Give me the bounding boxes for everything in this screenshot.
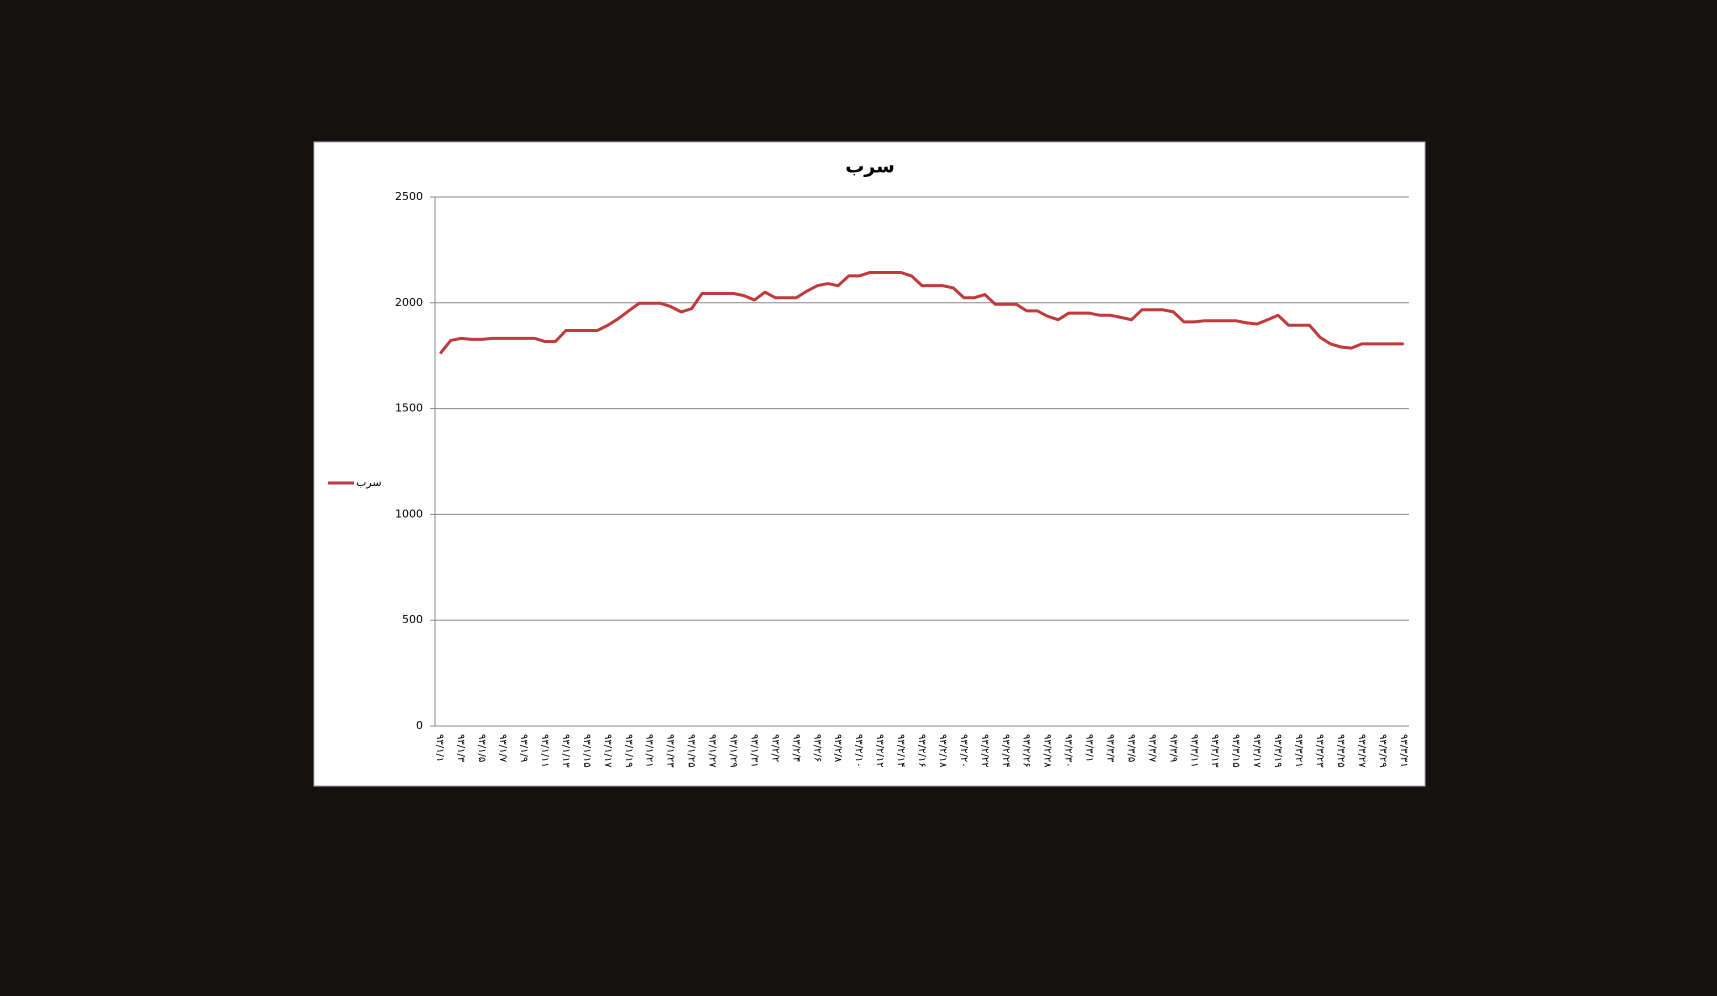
x-tick-label: ۹۳/۲/۳۰ — [1063, 734, 1074, 768]
x-tick-label: ۹۳/۲/۴ — [790, 734, 801, 762]
x-tick-label: ۹۳/۱/۷ — [497, 734, 508, 763]
y-tick-label: 500 — [402, 613, 423, 626]
x-tick-label: ۹۳/۱/۱ — [434, 734, 445, 762]
x-tick-label: ۹۳/۲/۱۴ — [895, 734, 906, 768]
x-tick-label: ۹۳/۱/۱۱ — [539, 734, 550, 768]
x-tick-label: ۹۳/۱/۳ — [455, 734, 466, 763]
x-tick-label: ۹۳/۱/۱۹ — [623, 734, 634, 768]
x-tick-label: ۹۳/۳/۲۹ — [1377, 734, 1388, 768]
x-tick-label: ۹۳/۲/۱۲ — [874, 734, 885, 768]
x-tick-label: ۹۳/۳/۲۵ — [1335, 734, 1346, 768]
x-tick-label: ۹۳/۲/۲ — [769, 734, 780, 762]
x-tick-label: ۹۳/۳/۱۱ — [1188, 734, 1199, 768]
x-tick-label: ۹۳/۲/۲۲ — [979, 734, 990, 768]
x-tick-label: ۹۳/۳/۹ — [1167, 734, 1178, 762]
x-tick-label: ۹۳/۱/۲۵ — [686, 734, 697, 768]
x-tick-label: ۹۳/۳/۱۵ — [1230, 734, 1241, 768]
y-tick-label: 1000 — [395, 507, 423, 520]
x-tick-label: ۹۳/۱/۲۹ — [727, 734, 738, 768]
x-tick-label: ۹۳/۳/۲۱ — [1293, 734, 1304, 768]
chart-title: سرب — [845, 156, 895, 178]
x-tick-label: ۹۳/۲/۲۰ — [958, 734, 969, 768]
x-tick-label: ۹۳/۲/۲۴ — [1000, 734, 1011, 768]
x-tick-label: ۹۳/۱/۳۱ — [748, 734, 759, 768]
x-tick-label: ۹۳/۱/۱۵ — [581, 734, 592, 768]
x-tick-label: ۹۳/۲/۲۶ — [1021, 734, 1032, 768]
legend-label: سرب — [356, 476, 382, 489]
x-tick-label: ۹۳/۱/۱۷ — [602, 734, 613, 768]
x-tick-label: ۹۳/۳/۷ — [1146, 734, 1157, 763]
x-tick-label: ۹۳/۲/۲۸ — [1042, 734, 1053, 768]
x-tick-label: ۹۳/۱/۹ — [518, 734, 529, 762]
data-line — [439, 271, 1404, 355]
y-tick-label: 1500 — [395, 402, 423, 415]
x-tick-label: ۹۳/۳/۳۱ — [1398, 734, 1409, 768]
x-tick-label: ۹۳/۳/۱۷ — [1251, 734, 1262, 768]
x-tick-label: ۹۳/۳/۱۳ — [1209, 734, 1220, 768]
x-tick-label: ۹۳/۱/۲۷ — [707, 734, 718, 768]
y-tick-label: 2500 — [395, 190, 423, 203]
x-tick-label: ۹۳/۳/۱ — [1084, 734, 1095, 762]
x-tick-label: ۹۳/۲/۸ — [832, 734, 843, 763]
x-tick-label: ۹۳/۳/۱۹ — [1272, 734, 1283, 768]
x-tick-label: ۹۳/۲/۱۰ — [853, 734, 864, 768]
chart-area — [313, 141, 1426, 787]
x-tick-label: ۹۳/۳/۵ — [1125, 734, 1136, 762]
x-tick-label: ۹۳/۱/۱۳ — [560, 734, 571, 768]
x-tick-label: ۹۳/۲/۱۶ — [916, 734, 927, 768]
x-tick-label: ۹۳/۲/۱۸ — [937, 734, 948, 768]
x-tick-label: ۹۳/۱/۲۱ — [644, 734, 655, 768]
x-tick-label: ۹۳/۳/۳ — [1105, 734, 1116, 763]
y-tick-label: 2000 — [395, 296, 423, 309]
x-tick-label: ۹۳/۳/۲۳ — [1314, 734, 1325, 768]
y-tick-label: 0 — [416, 719, 423, 732]
x-tick-label: ۹۳/۱/۲۳ — [665, 734, 676, 768]
x-tick-label: ۹۳/۳/۲۷ — [1356, 734, 1367, 768]
x-tick-label: ۹۳/۱/۵ — [476, 734, 487, 762]
x-tick-label: ۹۳/۲/۶ — [811, 734, 822, 762]
